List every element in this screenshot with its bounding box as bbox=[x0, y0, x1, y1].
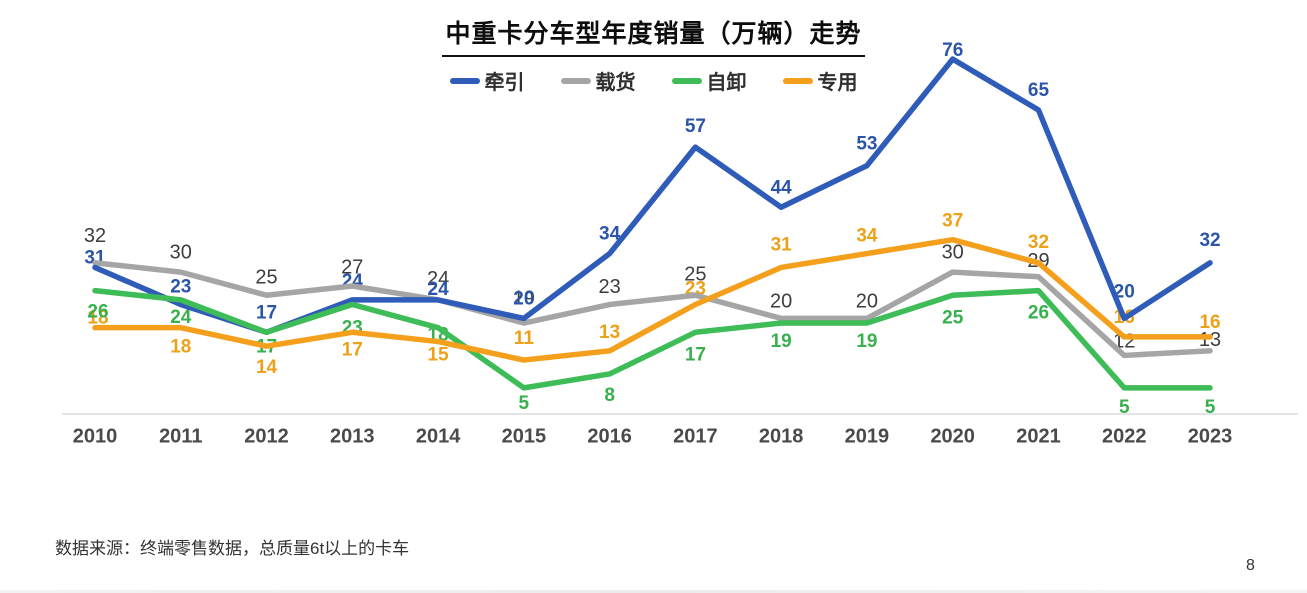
point-label-载货: 23 bbox=[598, 276, 620, 298]
point-label-牵引: 76 bbox=[942, 40, 963, 61]
chart-title: 中重卡分车型年度销量（万辆）走势 bbox=[442, 14, 865, 57]
point-label-载货: 25 bbox=[255, 267, 277, 289]
x-tick-label: 2021 bbox=[1016, 425, 1061, 447]
point-label-载货: 30 bbox=[170, 241, 192, 263]
point-label-牵引: 17 bbox=[256, 302, 277, 323]
x-tick-label: 2014 bbox=[416, 425, 461, 447]
series-lines-layer bbox=[92, 56, 1213, 391]
legend-swatch-icon bbox=[449, 77, 480, 84]
point-label-牵引: 32 bbox=[1199, 230, 1220, 251]
point-label-专用: 18 bbox=[170, 337, 191, 358]
point-label-牵引: 57 bbox=[685, 116, 706, 137]
point-label-载货: 25 bbox=[684, 264, 706, 286]
series-line-专用 bbox=[92, 236, 1213, 363]
x-tick-label: 2019 bbox=[845, 425, 890, 447]
point-label-牵引: 34 bbox=[599, 224, 621, 245]
point-label-专用: 32 bbox=[1028, 232, 1049, 253]
legend-swatch-icon bbox=[782, 77, 813, 84]
point-label-专用: 17 bbox=[342, 339, 363, 360]
data-source-note: 数据来源：终端零售数据，总质量6t以上的卡车 bbox=[55, 539, 410, 558]
point-label-自卸: 19 bbox=[856, 331, 877, 352]
x-tick-label: 2015 bbox=[502, 425, 547, 447]
x-tick-label: 2023 bbox=[1188, 425, 1233, 447]
point-label-自卸: 5 bbox=[1205, 397, 1216, 418]
page-number: 8 bbox=[1246, 557, 1255, 574]
legend-item-牵引: 牵引 bbox=[449, 66, 525, 95]
point-label-牵引: 44 bbox=[771, 177, 793, 198]
point-label-专用: 16 bbox=[1199, 312, 1220, 333]
point-label-载货: 32 bbox=[84, 225, 106, 247]
x-tick-label: 2018 bbox=[759, 425, 804, 447]
chart-legend: 牵引 载货 自卸 专用 bbox=[0, 66, 1307, 95]
legend-label: 载货 bbox=[595, 72, 636, 94]
point-label-专用: 13 bbox=[599, 322, 620, 343]
point-label-自卸: 5 bbox=[519, 393, 530, 414]
point-label-牵引: 24 bbox=[428, 279, 450, 300]
bottom-edge-artifact bbox=[0, 590, 1307, 593]
x-tick-label: 2012 bbox=[244, 425, 289, 447]
legend-item-载货: 载货 bbox=[560, 66, 636, 95]
point-label-载货: 20 bbox=[770, 291, 792, 313]
x-tick-label: 2016 bbox=[587, 425, 632, 447]
point-label-专用: 34 bbox=[856, 226, 878, 247]
point-label-载货: 19 bbox=[513, 287, 535, 309]
legend-swatch-icon bbox=[671, 77, 702, 84]
series-line-自卸 bbox=[92, 287, 1213, 391]
point-label-自卸: 26 bbox=[1028, 303, 1049, 324]
legend-label: 自卸 bbox=[706, 72, 747, 94]
title-area: 中重卡分车型年度销量（万辆）走势 bbox=[0, 14, 1307, 57]
legend-item-自卸: 自卸 bbox=[671, 66, 747, 95]
point-label-专用: 37 bbox=[942, 211, 963, 232]
legend-item-专用: 专用 bbox=[782, 66, 858, 95]
point-label-自卸: 25 bbox=[942, 307, 964, 328]
x-tick-label: 2010 bbox=[73, 425, 118, 447]
sales-line-chart: 2010 2011 2012 2013 2014 2015 2016 2017 2018 2019… bbox=[62, 40, 1298, 447]
point-label-牵引: 65 bbox=[1028, 80, 1050, 101]
point-label-自卸: 24 bbox=[170, 307, 192, 328]
point-label-专用: 15 bbox=[428, 345, 450, 366]
point-label-牵引: 23 bbox=[170, 277, 191, 298]
point-label-专用: 31 bbox=[771, 234, 793, 255]
point-label-自卸: 26 bbox=[87, 302, 108, 323]
point-label-自卸: 5 bbox=[1119, 397, 1130, 418]
point-label-专用: 11 bbox=[514, 328, 535, 349]
x-tick-label: 2013 bbox=[330, 425, 375, 447]
x-tick-label: 2017 bbox=[673, 425, 718, 447]
point-label-专用: 14 bbox=[256, 357, 278, 378]
point-label-牵引: 20 bbox=[1114, 281, 1135, 302]
point-label-载货: 30 bbox=[942, 241, 964, 263]
x-tick-label: 2011 bbox=[159, 425, 202, 447]
point-label-载货: 20 bbox=[856, 291, 878, 313]
point-label-载货: 27 bbox=[341, 256, 363, 278]
legend-label: 牵引 bbox=[484, 72, 525, 94]
point-label-牵引: 53 bbox=[856, 134, 877, 155]
legend-swatch-icon bbox=[560, 77, 591, 84]
point-label-牵引: 20 bbox=[513, 288, 534, 309]
point-label-自卸: 17 bbox=[685, 344, 706, 365]
x-tick-label: 2020 bbox=[930, 425, 975, 447]
point-label-自卸: 8 bbox=[604, 385, 615, 406]
legend-label: 专用 bbox=[817, 72, 858, 94]
point-label-自卸: 19 bbox=[771, 331, 792, 352]
point-label-专用: 18 bbox=[87, 308, 108, 329]
series-line-载货 bbox=[92, 260, 1213, 359]
point-label-载货: 24 bbox=[427, 268, 449, 290]
x-tick-label: 2022 bbox=[1102, 425, 1147, 447]
